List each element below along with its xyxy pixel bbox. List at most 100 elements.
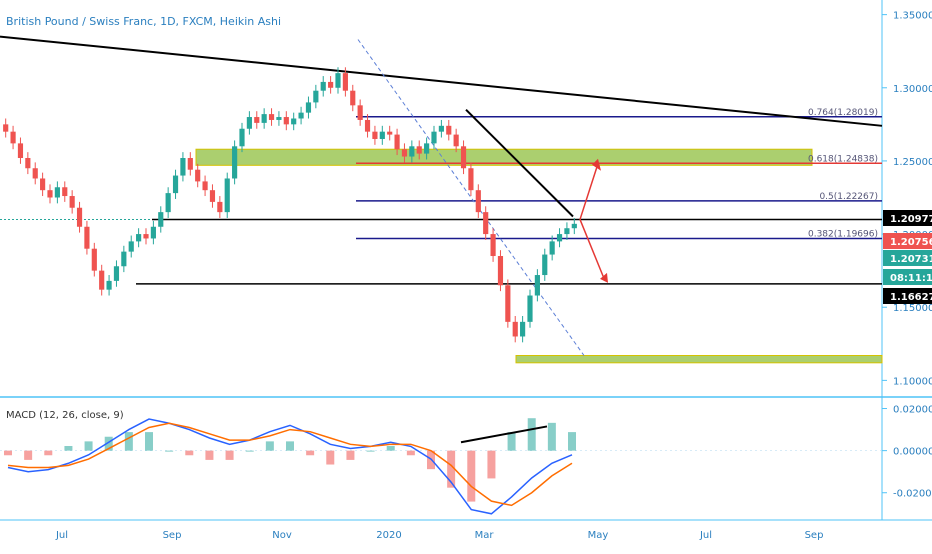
candle-body	[187, 158, 193, 170]
candle-body	[468, 168, 474, 191]
price-tag: 1.20977	[883, 210, 932, 226]
candle-body	[438, 125, 444, 132]
candle-body	[453, 134, 459, 147]
macd-histogram-bar	[386, 446, 395, 451]
candle-body	[180, 158, 186, 176]
candle-body	[350, 90, 356, 106]
candle-body	[254, 117, 260, 123]
macd-histogram-bar	[467, 450, 476, 502]
price-tick-label: 1.15000	[893, 303, 932, 314]
fib-level-label: 0.382(1.19696)	[808, 230, 878, 240]
candle-body	[84, 226, 90, 249]
candle-body	[202, 181, 208, 191]
macd-histogram-bar	[527, 418, 536, 451]
price-tag-bg	[883, 233, 932, 249]
candle-body	[17, 143, 24, 158]
candle-body	[490, 234, 496, 257]
candle-body	[483, 212, 489, 235]
price-tag-bg	[883, 269, 932, 285]
macd-divergence-line	[460, 425, 548, 444]
candle-body	[158, 212, 164, 227]
candle-body	[239, 128, 245, 147]
candle-body	[172, 175, 179, 194]
candle-body	[320, 81, 326, 91]
candle-body	[121, 251, 127, 267]
descending-trendline	[0, 35, 883, 127]
time-label: Sep	[805, 530, 824, 541]
candle-body	[291, 118, 297, 125]
candle-body	[40, 178, 46, 191]
candle-body	[283, 117, 289, 125]
time-label: May	[588, 530, 609, 541]
macd-label: MACD (12, 26, close, 9)	[6, 410, 124, 421]
drawings-layer[interactable]: 0.764(1.28019) 0.618(1.24838) 0.5(1.22267)…	[0, 35, 883, 364]
candle-body	[195, 169, 201, 182]
price-tick-label: 1.25000	[893, 157, 932, 168]
time-label: Sep	[163, 530, 182, 541]
price-tag-bg	[883, 250, 932, 266]
candle-body	[224, 178, 230, 213]
candle-body	[62, 187, 68, 197]
fib-level-label: 0.5(1.22267)	[819, 192, 878, 202]
macd-histogram-bar	[447, 450, 456, 488]
candle-body	[571, 223, 577, 229]
macd-histogram-bar	[4, 450, 12, 456]
price-tags: 1.20977 1.20756 1.20731 08:11:12 1.16627	[883, 210, 932, 304]
candle-body	[497, 256, 504, 286]
macd-histogram-bar	[205, 450, 214, 460]
macd-axis[interactable]: 0.02000 0.00000 -0.02000	[882, 405, 932, 500]
candle-body	[99, 270, 105, 290]
down-arrowhead	[600, 272, 608, 283]
candle-body	[505, 285, 511, 322]
time-label: Jul	[55, 530, 68, 541]
macd-histogram-bar	[306, 450, 315, 456]
candle-body	[232, 146, 238, 179]
price-tick-label: 1.30000	[893, 84, 932, 95]
candle-body	[475, 190, 481, 213]
macd-histogram-bar	[406, 450, 415, 456]
short-trendline	[465, 109, 574, 218]
macd-histogram-bar	[165, 450, 174, 452]
candle-body	[534, 275, 540, 296]
fib-level-label: 0.618(1.24838)	[808, 154, 878, 164]
candle-body	[364, 119, 371, 132]
candle-body	[47, 190, 53, 198]
candle-body	[424, 143, 430, 154]
macd-histogram-bar	[24, 450, 33, 460]
candle-body	[32, 168, 38, 179]
candle-body	[512, 321, 518, 337]
price-tick-label: 1.10000	[893, 376, 932, 387]
up-arrow	[579, 166, 598, 220]
candle-body	[113, 266, 120, 281]
time-axis[interactable]: Jul Sep Nov 2020 Mar May Jul Sep	[55, 530, 823, 541]
symbol-title: British Pound / Swiss Franc, 1D, FXCM, H…	[6, 15, 281, 28]
time-label: Nov	[272, 530, 292, 541]
macd-histogram-bar	[104, 436, 113, 451]
candle-body	[520, 321, 526, 337]
candle-body	[357, 105, 363, 120]
macd-histogram-bar	[568, 432, 576, 451]
candles-layer	[3, 67, 577, 343]
candle-body	[136, 234, 142, 242]
signal-line	[7, 422, 573, 507]
candle-body	[372, 131, 378, 139]
macd-tick-label: 0.00000	[893, 447, 932, 458]
candle-body	[527, 295, 533, 322]
candle-body	[143, 234, 149, 239]
candle-body	[460, 146, 467, 169]
candle-body	[387, 131, 393, 135]
candle-body	[217, 201, 223, 213]
candle-body	[276, 117, 282, 120]
macd-histogram-bar	[507, 432, 516, 451]
macd-histogram-bar	[145, 432, 153, 451]
macd-histogram-bar	[326, 450, 335, 465]
macd-histogram-bar	[225, 450, 234, 460]
candle-body	[246, 117, 252, 129]
time-label: Mar	[475, 530, 495, 541]
candle-body	[416, 146, 422, 154]
macd-histogram-bar	[185, 450, 194, 456]
price-tag: 1.16627	[883, 288, 932, 304]
candle-body	[128, 241, 134, 252]
